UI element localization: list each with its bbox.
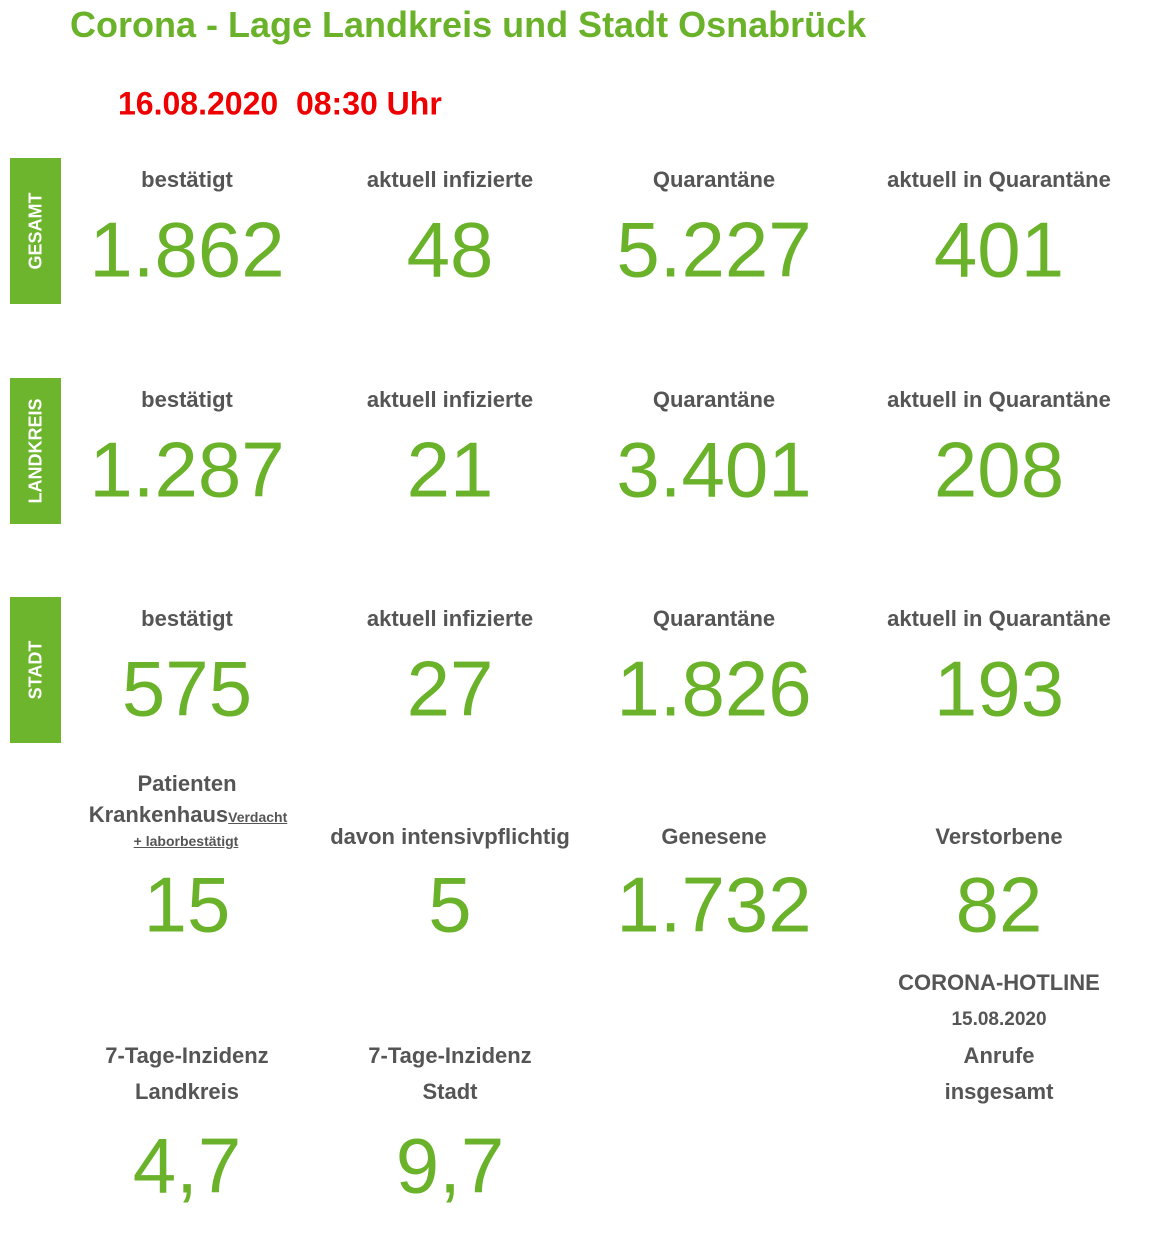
stat-value: 5: [428, 860, 472, 949]
stat-value: 1.287: [89, 425, 285, 514]
stat-label: aktuell infizierte: [366, 167, 534, 192]
stat-value: 82: [955, 860, 1043, 949]
stat-label: bestätigt: [141, 606, 233, 631]
incidence-label: Landkreis: [135, 1079, 239, 1104]
stat-label: Verstorbene: [935, 824, 1063, 849]
stat-label: aktuell in Quarantäne: [887, 387, 1111, 412]
stat-label: Quarantäne: [652, 606, 776, 631]
hotline-title: CORONA-HOTLINE: [898, 970, 1100, 995]
stat-value: 193: [933, 644, 1065, 733]
section-tab-label: STADT: [25, 640, 45, 700]
stat-value: 5.227: [616, 205, 812, 294]
stat-value: 15: [143, 860, 231, 949]
section-tab: GESAMT: [10, 158, 61, 304]
incidence-value: 4,7: [132, 1121, 242, 1210]
incidence-value: 9,7: [395, 1121, 505, 1210]
stat-label: aktuell in Quarantäne: [887, 167, 1111, 192]
stat-label: bestätigt: [141, 387, 233, 412]
section-tab: LANDKREIS: [10, 378, 61, 524]
incidence-label: 7-Tage-Inzidenz: [105, 1043, 269, 1068]
incidence-label: 7-Tage-Inzidenz: [368, 1043, 532, 1068]
stat-value: 1.732: [616, 860, 812, 949]
stat-label: Genesene: [661, 824, 767, 849]
stat-value: 401: [933, 205, 1065, 294]
stat-label: KrankenhausVerdacht: [89, 802, 288, 828]
section-tab-label: LANDKREIS: [25, 398, 45, 504]
stat-label: davon intensivpflichtig: [330, 824, 570, 849]
hotline-label: Anrufe: [963, 1043, 1035, 1068]
section-tab: STADT: [10, 597, 61, 743]
stat-label: aktuell in Quarantäne: [887, 606, 1111, 631]
stat-label: Quarantäne: [652, 167, 776, 192]
title: Corona - Lage Landkreis und Stadt Osnabr…: [70, 4, 867, 45]
note: Verdacht: [228, 809, 288, 825]
stat-label: aktuell infizierte: [366, 606, 534, 631]
section-tab-label: GESAMT: [25, 192, 45, 270]
stat-label-line: Krankenhaus: [88, 802, 229, 827]
stat-value: 575: [121, 644, 253, 733]
timestamp: 16.08.2020 08:30 Uhr: [118, 85, 442, 122]
note: + laborbestätigt: [133, 833, 239, 849]
stat-value: 27: [406, 644, 494, 733]
stat-label: Patienten: [137, 771, 237, 796]
stat-value: 1.826: [616, 644, 812, 733]
stat-label: aktuell infizierte: [366, 387, 534, 412]
hotline-date: 15.08.2020: [951, 1009, 1047, 1030]
stat-value: 208: [933, 425, 1065, 514]
hotline-label: insgesamt: [944, 1079, 1054, 1104]
stat-value: 21: [406, 425, 494, 514]
stat-label: bestätigt: [141, 167, 233, 192]
stat-value: 48: [406, 205, 494, 294]
incidence-label: Stadt: [422, 1079, 478, 1104]
stat-label: Quarantäne: [652, 387, 776, 412]
stat-value: 3.401: [616, 425, 812, 514]
stat-value: 1.862: [89, 205, 285, 294]
